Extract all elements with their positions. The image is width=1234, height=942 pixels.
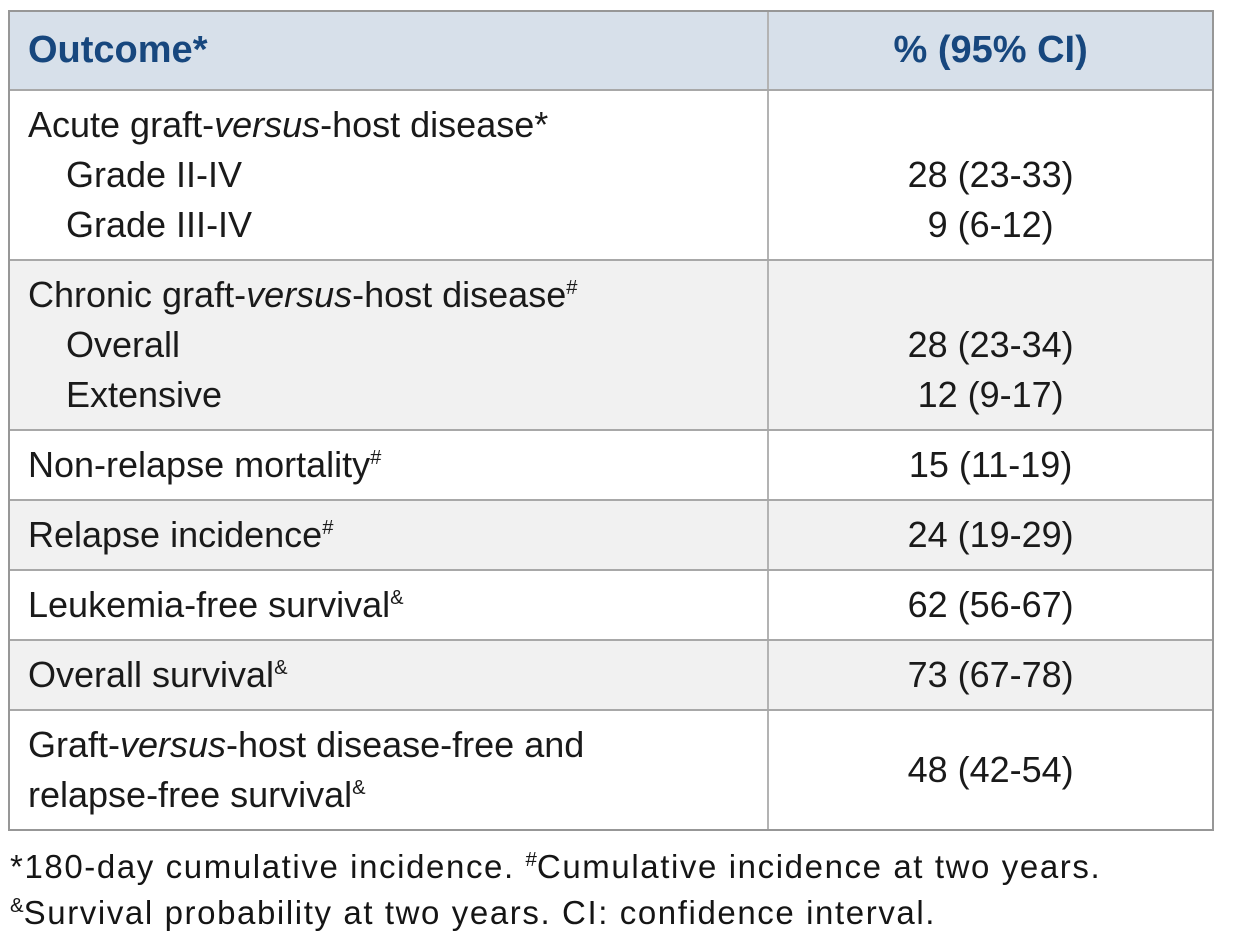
footnote-hash-marker: # (525, 848, 537, 871)
label-text: Chronic graft- (28, 274, 247, 315)
value-cell: 28 (23-34) 12 (9-17) (767, 261, 1212, 429)
outcome-label: Graft-versus-host disease-free and (28, 720, 755, 770)
outcome-cell: Non-relapse mortality# (10, 431, 767, 499)
section-gvhd-relapse-free-survival: Graft-versus-host disease-free and relap… (10, 709, 1212, 829)
outcome-cell: Leukemia-free survival& (10, 571, 767, 639)
label-italic-text: versus (214, 104, 321, 145)
footnote: *180-day cumulative incidence. #Cumulati… (10, 844, 1234, 936)
footnote-marker: & (390, 587, 404, 609)
label-text: -host disease (352, 274, 567, 315)
label-text: -host disease-free and (226, 724, 585, 765)
value-text: 12 (9-17) (917, 374, 1064, 415)
outcome-sublabel: Grade III-IV (66, 204, 253, 245)
value-spacer (775, 100, 1206, 150)
section-leukemia-free-survival: Leukemia-free survival& 62 (56-67) (10, 569, 1212, 639)
value-text: 28 (23-33) (907, 154, 1074, 195)
section-non-relapse-mortality: Non-relapse mortality# 15 (11-19) (10, 429, 1212, 499)
footnote-amp-marker: & (10, 894, 24, 917)
value-cell: 48 (42-54) (767, 711, 1212, 829)
section-chronic-gvhd: Chronic graft-versus-host disease# Overa… (10, 259, 1212, 429)
outcome-cell: Overall survival& (10, 641, 767, 709)
label-text: Graft- (28, 724, 121, 765)
header-outcome-label: Outcome* (28, 29, 208, 71)
footnote-text: Survival probability at two years. CI: c… (23, 894, 937, 931)
footnote-marker: # (322, 517, 334, 539)
footnote-marker: # (566, 277, 578, 299)
outcome-sublabel: Grade II-IV (66, 154, 243, 195)
header-cell-value: % (95% CI) (767, 12, 1212, 89)
label-text: relapse-free survival (28, 774, 353, 815)
label-text: Non-relapse mortality (28, 444, 371, 485)
value-cell: 73 (67-78) (767, 641, 1212, 709)
label-text: -host disease* (320, 104, 549, 145)
value-spacer (775, 270, 1206, 320)
label-italic-text: versus (120, 724, 227, 765)
outcome-sublabel: Extensive (66, 374, 223, 415)
footnote-text: 180-day cumulative incidence. (24, 848, 526, 885)
value-text: 24 (19-29) (907, 514, 1074, 555)
footnote-star-marker: * (10, 848, 25, 885)
value-text: 15 (11-19) (908, 444, 1073, 485)
outcome-cell: Relapse incidence# (10, 501, 767, 569)
outcome-label: Relapse incidence# (28, 510, 755, 560)
section-relapse-incidence: Relapse incidence# 24 (19-29) (10, 499, 1212, 569)
value-cell: 24 (19-29) (767, 501, 1212, 569)
outcome-label: Chronic graft-versus-host disease# (28, 270, 755, 320)
outcome-label-line2: relapse-free survival& (28, 770, 755, 820)
footnote-marker: # (370, 447, 382, 469)
value-cell: 62 (56-67) (767, 571, 1212, 639)
outcome-sublabel: Overall (66, 324, 181, 365)
value-text: 48 (42-54) (907, 749, 1074, 790)
footnote-marker: & (352, 777, 366, 799)
value-text: 28 (23-34) (907, 324, 1074, 365)
footnote-marker: & (274, 657, 288, 679)
label-text: Leukemia-free survival (28, 584, 391, 625)
value-text: 62 (56-67) (907, 584, 1074, 625)
label-text: Acute graft- (28, 104, 215, 145)
label-italic-text: versus (246, 274, 353, 315)
value-cell: 15 (11-19) (767, 431, 1212, 499)
section-overall-survival: Overall survival& 73 (67-78) (10, 639, 1212, 709)
footnote-text: Cumulative incidence at two years. (536, 848, 1102, 885)
label-text: Overall survival (28, 654, 275, 695)
section-acute-gvhd: Acute graft-versus-host disease* Grade I… (10, 89, 1212, 259)
outcome-cell: Acute graft-versus-host disease* Grade I… (10, 91, 767, 259)
outcome-label: Leukemia-free survival& (28, 580, 755, 630)
footnote-line-2: &Survival probability at two years. CI: … (10, 890, 1234, 936)
outcome-cell: Chronic graft-versus-host disease# Overa… (10, 261, 767, 429)
footnote-line-1: *180-day cumulative incidence. #Cumulati… (10, 844, 1234, 890)
value-cell: 28 (23-33) 9 (6-12) (767, 91, 1212, 259)
outcome-cell: Graft-versus-host disease-free and relap… (10, 711, 767, 829)
outcomes-table: Outcome* % (95% CI) Acute graft-versus-h… (8, 10, 1214, 831)
outcome-label: Acute graft-versus-host disease* (28, 100, 755, 150)
header-value-label: % (95% CI) (893, 29, 1088, 71)
table-header-row: Outcome* % (95% CI) (10, 12, 1212, 89)
header-cell-outcome: Outcome* (10, 12, 767, 89)
value-text: 9 (6-12) (927, 204, 1054, 245)
value-text: 73 (67-78) (907, 654, 1074, 695)
outcome-label: Non-relapse mortality# (28, 440, 755, 490)
label-text: Relapse incidence (28, 514, 323, 555)
outcome-label: Overall survival& (28, 650, 755, 700)
